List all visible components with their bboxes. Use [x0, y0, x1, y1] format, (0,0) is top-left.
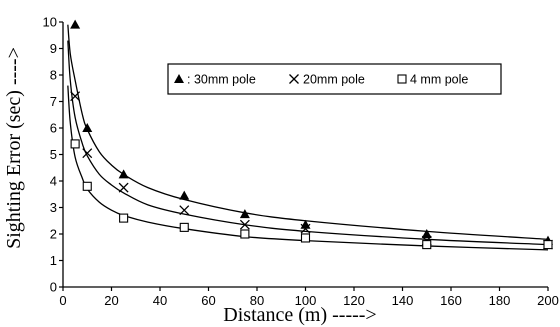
series-3-point — [70, 139, 80, 149]
x-tick-label: 60 — [201, 293, 215, 308]
series-1-point — [421, 229, 432, 238]
series-1-point — [70, 19, 81, 29]
x-tick-label: 0 — [59, 293, 66, 308]
y-tick-label: 7 — [50, 94, 57, 109]
series-2-point — [70, 91, 81, 102]
legend-label-1: : 30mm pole — [187, 73, 256, 87]
x-tick-label: 160 — [440, 293, 462, 308]
legend-marker-1 — [174, 74, 184, 83]
x-axis-title: Distance (m) -----> — [223, 304, 376, 326]
series-2-point — [118, 182, 129, 193]
series-2-point — [239, 219, 250, 230]
y-tick-label: 9 — [50, 41, 57, 56]
x-tick-label: 20 — [104, 293, 118, 308]
series-1-point — [179, 190, 190, 200]
x-tick-label: 140 — [392, 293, 414, 308]
legend-marker-2 — [289, 74, 299, 84]
x-tick-label: 200 — [537, 293, 559, 308]
legend-label-2: 20mm pole — [303, 73, 365, 87]
series-3-point — [119, 213, 129, 223]
y-axis-title: Sighting Error (sec) ----> — [3, 47, 25, 249]
y-tick-label: 5 — [50, 147, 57, 162]
y-tick-label: 3 — [50, 200, 57, 215]
series-1-point — [118, 169, 129, 179]
y-tick-label: 6 — [50, 121, 57, 136]
series-3-point — [543, 240, 553, 250]
legend-box — [167, 63, 502, 95]
x-tick-label: 100 — [295, 293, 317, 308]
legend-label-3: 4 mm pole — [410, 73, 468, 87]
legend-marker-3 — [397, 74, 407, 84]
series-2-point — [82, 148, 93, 159]
y-tick-label: 1 — [50, 253, 57, 268]
series-1-point — [239, 209, 250, 219]
series-3-point — [422, 240, 432, 250]
series-3-point — [240, 229, 250, 239]
series-3-point — [82, 181, 92, 191]
x-tick-label: 180 — [489, 293, 511, 308]
y-tick-label: 2 — [50, 227, 57, 242]
x-tick-label: 120 — [343, 293, 365, 308]
series-2-trend-line — [67, 40, 549, 246]
x-tick-label: 80 — [250, 293, 264, 308]
y-tick-label: 4 — [50, 174, 57, 189]
y-tick-label: 0 — [50, 280, 57, 295]
legend: : 30mm pole 20mm pole 4 mm pole — [167, 63, 502, 95]
y-tick-label: 10 — [43, 15, 57, 30]
series-3-point — [179, 222, 189, 232]
x-tick-label: 40 — [153, 293, 167, 308]
series-2-point — [300, 223, 311, 234]
series-1-trend-line — [67, 24, 549, 240]
y-tick-label: 8 — [50, 68, 57, 83]
series-2-point — [179, 205, 190, 216]
series-3-point — [300, 233, 311, 243]
series-1-point — [82, 123, 93, 132]
